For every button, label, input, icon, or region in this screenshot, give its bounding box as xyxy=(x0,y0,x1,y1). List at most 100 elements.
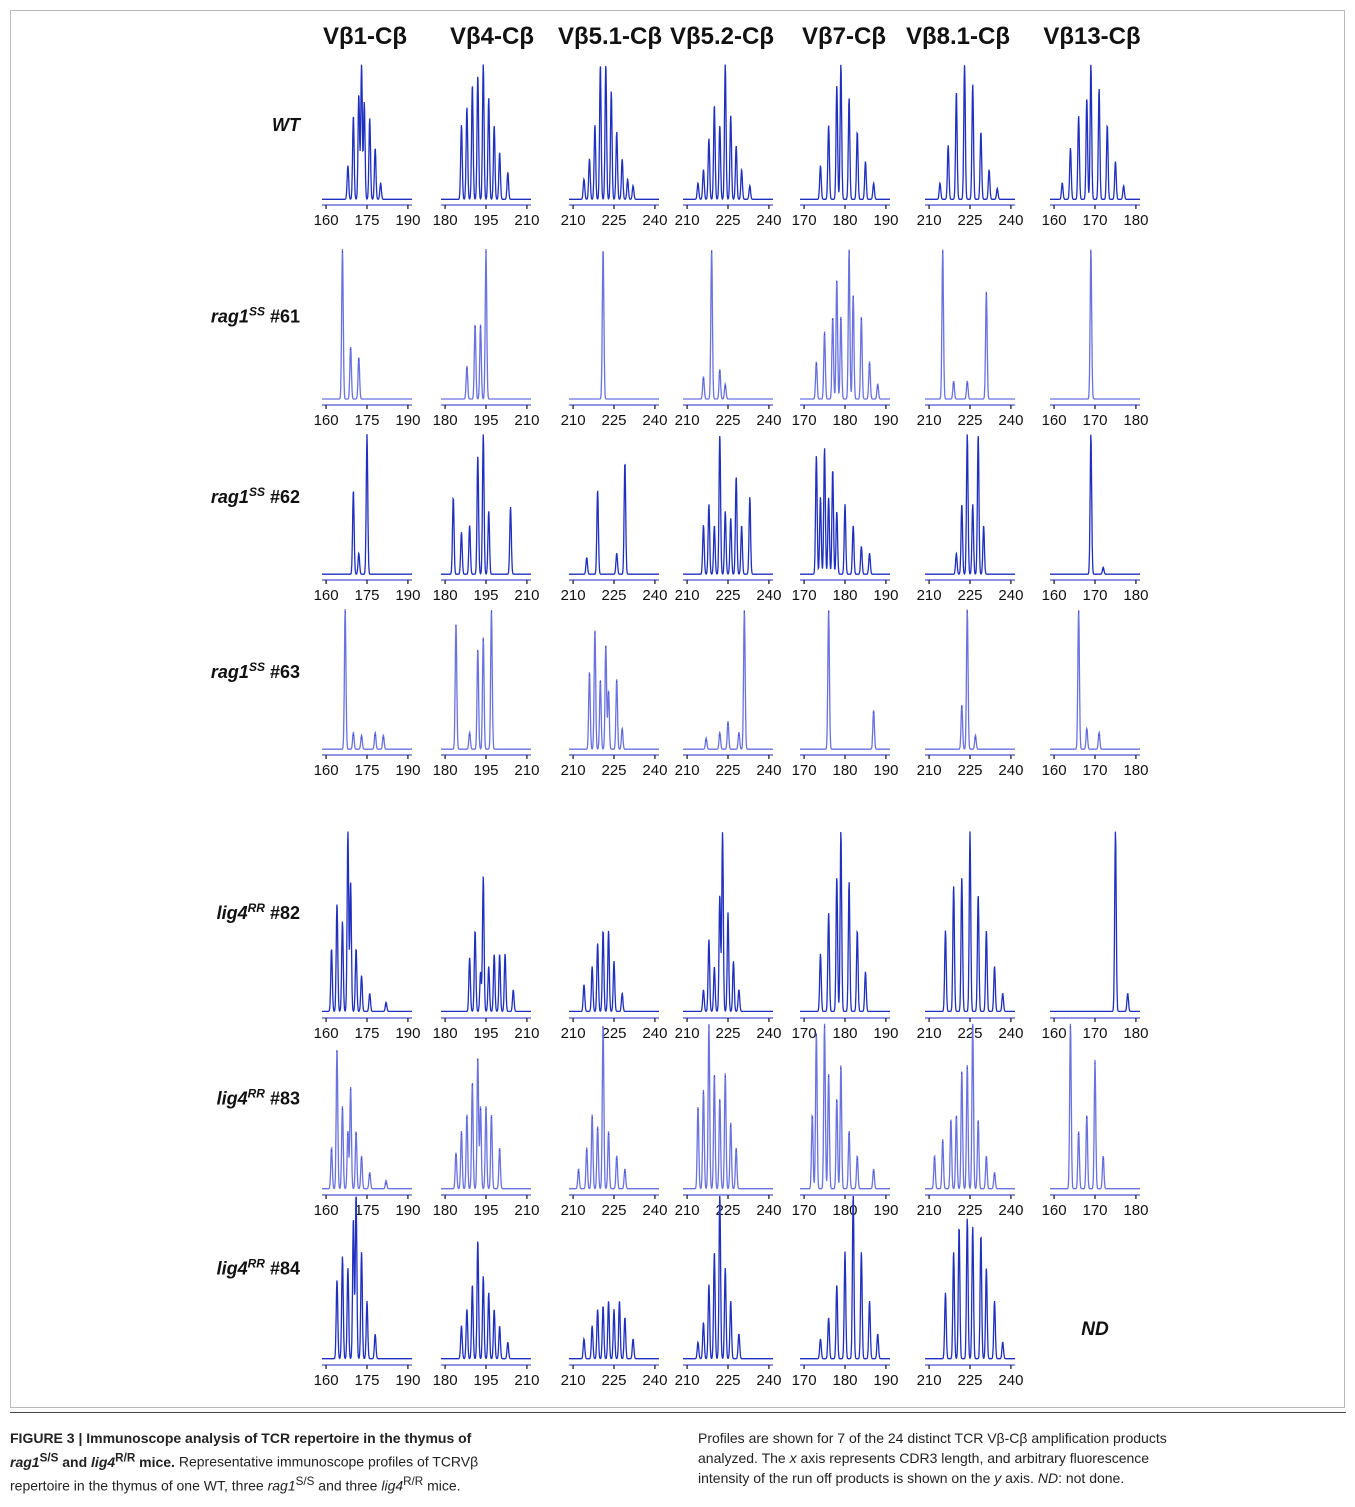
peak-point xyxy=(708,1287,710,1289)
caption-left-line-3: repertoire in the thymus of one WT, thre… xyxy=(10,1472,658,1496)
profile-trace xyxy=(683,1024,773,1190)
peak-point xyxy=(341,1259,344,1261)
peak-point xyxy=(624,1320,626,1322)
peak-point xyxy=(385,1005,387,1007)
peak-point xyxy=(944,1295,947,1297)
row-label: lig4RR #83 xyxy=(217,1086,300,1108)
x-tick-label: 160 xyxy=(314,587,339,604)
x-tick-label: 160 xyxy=(314,1202,339,1219)
peak-point xyxy=(591,969,593,971)
peak-point xyxy=(507,1344,509,1347)
peak-point xyxy=(969,834,971,836)
peak-point xyxy=(577,1171,580,1173)
peak-point xyxy=(586,1150,588,1152)
peak-point xyxy=(385,1183,387,1185)
peak-point xyxy=(597,492,599,494)
peak-point xyxy=(727,915,729,917)
peak-point xyxy=(605,646,607,648)
peak-point xyxy=(961,506,963,508)
x-tick-label: 190 xyxy=(395,587,420,604)
peak-point xyxy=(1086,1117,1088,1119)
row-label-superscript: RR xyxy=(248,901,266,915)
peak-point xyxy=(374,734,376,736)
x-tick-label: 190 xyxy=(873,1025,898,1042)
peak-point xyxy=(616,1158,618,1160)
peak-point xyxy=(727,723,729,725)
peak-point xyxy=(966,1067,968,1069)
x-tick-label: 225 xyxy=(601,1372,626,1389)
caption-text: and three xyxy=(314,1477,382,1494)
x-tick-label: 160 xyxy=(314,1372,339,1389)
caption-genotype-sup: R/R xyxy=(115,1451,136,1464)
peak-point xyxy=(602,933,604,935)
peak-point xyxy=(840,1067,842,1069)
peak-point xyxy=(730,520,732,522)
peak-point xyxy=(347,1133,349,1135)
x-tick-label: 190 xyxy=(395,412,420,429)
peak-point xyxy=(961,1072,963,1074)
profile-trace xyxy=(569,1025,659,1190)
peak-point xyxy=(347,834,349,836)
caption-divider xyxy=(10,1412,1346,1413)
peak-point xyxy=(836,513,838,515)
peak-point xyxy=(350,884,352,887)
x-tick-label: 170 xyxy=(1082,212,1107,229)
peak-point xyxy=(832,471,834,473)
x-tick-label: 180 xyxy=(433,212,458,229)
x-tick-label: 225 xyxy=(715,1202,740,1219)
peak-point xyxy=(455,1155,457,1157)
x-tick-label: 190 xyxy=(873,212,898,229)
x-tick-label: 225 xyxy=(957,1372,982,1389)
peak-point xyxy=(836,879,838,881)
peak-point xyxy=(369,1174,371,1177)
peak-point xyxy=(719,371,721,373)
caption-right-line-2: analyzed. The x axis represents CDR3 len… xyxy=(698,1448,1346,1468)
x-tick-label: 240 xyxy=(998,1372,1023,1389)
peak-point xyxy=(347,167,349,169)
x-tick-label: 225 xyxy=(601,762,626,779)
peak-point xyxy=(632,1341,634,1343)
peak-point xyxy=(877,386,879,388)
peak-point xyxy=(860,548,862,550)
peak-point xyxy=(735,147,737,149)
x-tick-label: 210 xyxy=(675,1025,700,1042)
peak-point xyxy=(860,1254,862,1256)
peak-point xyxy=(341,1108,344,1111)
caption-mice: mice. xyxy=(135,1453,175,1470)
peak-point xyxy=(819,167,822,169)
peak-point xyxy=(942,251,944,253)
x-tick-label: 170 xyxy=(792,587,817,604)
peak-point xyxy=(341,251,344,253)
peak-point xyxy=(369,120,371,122)
x-tick-label: 225 xyxy=(715,412,740,429)
peak-point xyxy=(961,706,963,708)
peak-point xyxy=(840,834,842,836)
profile-trace xyxy=(569,66,659,201)
x-tick-label: 195 xyxy=(473,762,498,779)
peak-point xyxy=(330,951,333,953)
x-tick-label: 180 xyxy=(433,587,458,604)
x-tick-label: 210 xyxy=(675,412,700,429)
peak-point xyxy=(466,109,468,111)
x-tick-label: 210 xyxy=(561,587,586,604)
row-label-genotype: rag1 xyxy=(211,307,249,327)
profile-trace xyxy=(925,434,1015,576)
peak-point xyxy=(868,1303,871,1305)
peak-point xyxy=(724,1075,726,1078)
peak-point xyxy=(360,737,363,739)
peak-point xyxy=(583,987,585,989)
x-tick-label: 180 xyxy=(1123,412,1148,429)
row-label-mouse-id: #61 xyxy=(265,307,300,327)
peak-point xyxy=(1002,1344,1004,1347)
profile-trace xyxy=(800,64,890,200)
peak-point xyxy=(993,969,996,971)
caption-and: and xyxy=(58,1453,92,1470)
row-label-genotype: rag1 xyxy=(211,662,249,682)
peak-point xyxy=(983,527,985,529)
profile-trace xyxy=(800,1023,890,1190)
peak-point xyxy=(374,150,376,152)
peak-point xyxy=(358,359,360,361)
peak-point xyxy=(836,281,838,283)
x-tick-label: 180 xyxy=(1123,1202,1148,1219)
column-header: Vβ13-Cβ xyxy=(1043,23,1140,50)
